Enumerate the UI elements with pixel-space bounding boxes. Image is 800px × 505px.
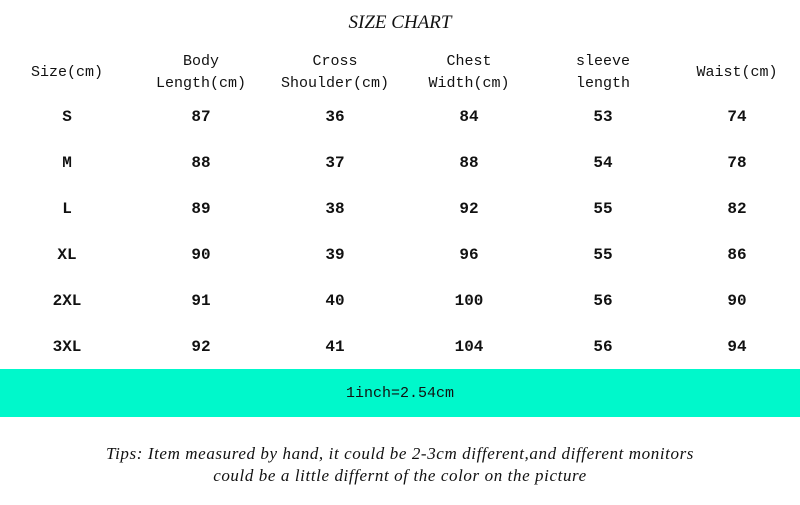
table-body: S 87 36 84 53 74 M 88 37 88 54 78 L 89 38 92 55 82 XL 90 39 9… — [0, 94, 800, 370]
size-label-cell: S — [62, 108, 72, 126]
table-cell: 36 — [325, 108, 345, 126]
column-header: Waist(cm) — [696, 64, 778, 81]
table-cell: 100 — [454, 292, 484, 310]
size-label-cell: L — [62, 200, 72, 218]
tips-line-2: could be a little differnt of the color … — [213, 466, 587, 485]
conversion-band: 1inch=2.54cm — [0, 369, 800, 417]
table-cell: 37 — [325, 154, 345, 172]
table-cell: 53 — [593, 108, 613, 126]
column-header: Chest Width(cm) — [428, 53, 510, 92]
table-cell: 88 — [459, 154, 479, 172]
table-cell: 90 — [191, 246, 211, 264]
table-cell: 54 — [593, 154, 613, 172]
table-cell: 91 — [191, 292, 211, 310]
column-header: sleeve length — [575, 53, 630, 92]
table-cell: 38 — [325, 200, 345, 218]
table-cell: 84 — [459, 108, 479, 126]
table-cell: 90 — [727, 292, 747, 310]
table-cell: 86 — [727, 246, 747, 264]
table-cell: 92 — [191, 338, 211, 356]
table-cell: 39 — [325, 246, 345, 264]
table-cell: 96 — [459, 246, 479, 264]
table-cell: 92 — [459, 200, 479, 218]
table-cell: 87 — [191, 108, 211, 126]
size-label-cell: 2XL — [52, 292, 82, 310]
table-cell: 104 — [454, 338, 484, 356]
table-cell: 56 — [593, 292, 613, 310]
tips-text: Tips: Item measured by hand, it could be… — [10, 443, 790, 487]
table-cell: 56 — [593, 338, 613, 356]
column-header: Size(cm) — [30, 64, 103, 81]
table-cell: 94 — [727, 338, 747, 356]
table-cell: 89 — [191, 200, 211, 218]
table-cell: 55 — [593, 246, 613, 264]
table-cell: 55 — [593, 200, 613, 218]
size-label-cell: M — [62, 154, 72, 172]
column-header: Body Length(cm) — [155, 53, 246, 92]
table-header: Size(cm) Body Length(cm) Cross Shoulder(cm… — [0, 50, 800, 96]
table-cell: 88 — [191, 154, 211, 172]
table-cell: 40 — [325, 292, 345, 310]
tips-line-1: Tips: Item measured by hand, it could be… — [105, 444, 695, 463]
size-label-cell: XL — [57, 246, 77, 264]
conversion-text: 1inch=2.54cm — [345, 384, 455, 402]
table-cell: 78 — [727, 154, 747, 172]
column-header: Cross Shoulder(cm) — [280, 53, 390, 92]
table-cell: 41 — [325, 338, 345, 356]
size-label-cell: 3XL — [52, 338, 82, 356]
chart-title: SIZE CHART — [348, 12, 452, 33]
table-cell: 82 — [727, 200, 747, 218]
table-cell: 74 — [727, 108, 747, 126]
